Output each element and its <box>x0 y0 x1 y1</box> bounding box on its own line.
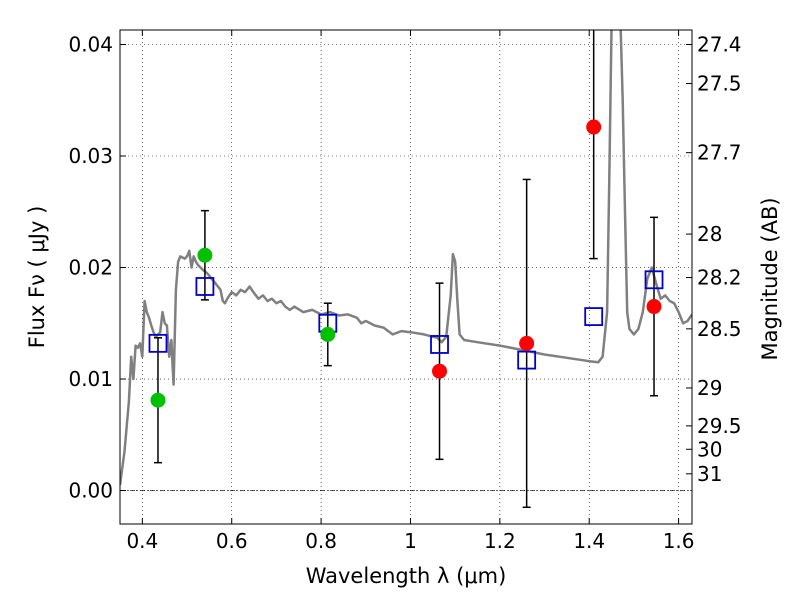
magnitude-tick-label: 29 <box>697 376 722 400</box>
magnitude-tick-label: 29.5 <box>697 414 742 438</box>
model-flux-square <box>644 270 664 290</box>
error-bars <box>153 30 659 509</box>
x-tick-label: 0.4 <box>126 529 158 553</box>
y-tick-label: 0.03 <box>68 144 113 168</box>
magnitude-tick-label: 27.4 <box>697 32 742 56</box>
magnitude-tick-label: 28.2 <box>697 266 742 290</box>
y-tick-label: 0.01 <box>68 367 113 391</box>
red-photometry-point <box>432 363 448 379</box>
plot-frame <box>119 29 693 525</box>
model-flux-square <box>148 333 168 353</box>
red-photometry-point <box>586 119 602 135</box>
green-photometry-point <box>150 392 166 408</box>
model-flux-square <box>195 277 215 296</box>
magnitude-tick-label: 27.7 <box>697 141 742 165</box>
magnitude-tick-label: 28.5 <box>697 317 742 341</box>
x-axis-ticks: 0.4 0.6 0.8 1 1.2 1.4 1.6 <box>126 30 695 553</box>
data-markers <box>148 119 664 408</box>
y-axis-label: Flux Fν ( μJy ) <box>25 206 49 349</box>
magnitude-tick-label: 27.5 <box>697 72 742 96</box>
x-tick-label: 1.2 <box>484 529 516 553</box>
x-tick-label: 0.8 <box>305 529 337 553</box>
y-tick-label: 0.00 <box>68 479 113 503</box>
y-axis-ticks: 0.00 0.01 0.02 0.03 0.04 <box>68 32 126 503</box>
x-tick-label: 1.6 <box>663 529 695 553</box>
green-photometry-point <box>320 326 336 342</box>
magnitude-tick-label: 31 <box>697 462 722 486</box>
y-tick-label: 0.02 <box>68 256 113 280</box>
spectrum-layer <box>120 30 692 486</box>
y-tick-label: 0.04 <box>68 32 113 56</box>
x-tick-label: 0.6 <box>216 529 248 553</box>
magnitude-axis-label: Magnitude (AB) <box>758 197 782 360</box>
model-flux-square <box>584 307 604 326</box>
red-photometry-point <box>646 299 662 315</box>
model-flux-square <box>430 335 449 354</box>
model-flux-square <box>517 350 537 370</box>
model-spectrum-line <box>120 30 692 486</box>
red-photometry-point <box>519 335 535 351</box>
x-axis-label: Wavelength λ (μm) <box>306 564 507 588</box>
green-photometry-point <box>197 247 213 263</box>
x-tick-label: 1.4 <box>573 529 605 553</box>
magnitude-tick-label: 30 <box>697 437 722 461</box>
x-tick-label: 1 <box>404 529 417 553</box>
magnitude-tick-label: 28 <box>697 222 722 246</box>
grid-lines <box>120 30 692 524</box>
